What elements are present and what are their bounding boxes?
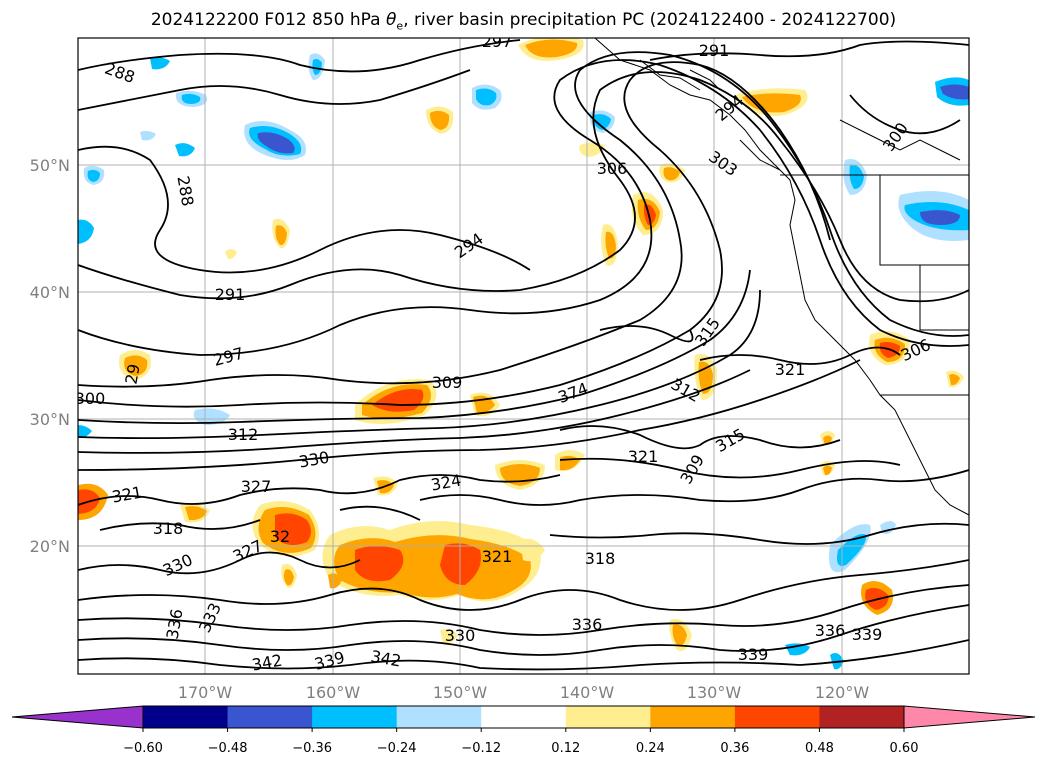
colorbar-swatch (819, 706, 905, 728)
lat-tick-label: 30°N (30, 410, 70, 429)
colorbar-tick-label: −0.12 (461, 741, 501, 756)
colorbar-swatch (396, 706, 482, 728)
contour-label: 300 (75, 389, 106, 408)
contour-label: 312 (228, 425, 259, 444)
contour-label: 339 (852, 625, 883, 644)
lat-axis: 50°N 40°N 30°N 20°N (30, 156, 70, 556)
colorbar-tick-label: 0.12 (551, 741, 580, 756)
contour-label: 336 (572, 615, 603, 634)
colorbar-ticks: −0.60 −0.48 −0.36 −0.24 −0.12 0.12 0.24 0.36 0.4… (123, 728, 918, 756)
colorbar-swatch (650, 706, 736, 728)
contour-label: 291 (215, 285, 246, 304)
map-plot-area: 297 291 288 288 306 303 294 294 300 291 … (75, 32, 969, 675)
map-title: 2024122200 F012 850 hPa θe, river basin … (150, 10, 897, 33)
colorbar: −0.60 −0.48 −0.36 −0.24 −0.12 0.12 0.24 0.36 0.4… (11, 705, 1036, 756)
contour-label: 327 (241, 477, 272, 496)
lat-tick-label: 40°N (30, 283, 70, 302)
colorbar-min-extend (12, 706, 143, 728)
contour-label: 29 (121, 362, 143, 385)
contour-label: 306 (597, 159, 628, 178)
contour-label: 336 (815, 621, 846, 640)
contour-label: 309 (432, 373, 463, 392)
colorbar-tick-label: 0.60 (890, 741, 919, 756)
contour-label: 32 (270, 527, 290, 546)
colorbar-tick-label: 0.48 (805, 741, 834, 756)
map-frame (77, 37, 970, 675)
contour-label: 321 (628, 447, 659, 466)
colorbar-swatch (312, 706, 398, 728)
contour-label: 321 (775, 360, 806, 379)
colorbar-tick-label: −0.48 (208, 741, 248, 756)
theta-e-contours (78, 39, 969, 671)
colorbar-swatch (565, 706, 651, 728)
lat-tick-label: 50°N (30, 156, 70, 175)
colorbar-swatch (227, 706, 313, 728)
lon-axis: 170°W 160°W 150°W 140°W 130°W 120°W (178, 683, 870, 702)
contour-label: 318 (153, 519, 184, 538)
colorbar-max-extend (904, 706, 1035, 728)
lon-tick-label: 160°W (306, 683, 361, 702)
coastlines (594, 38, 969, 516)
colorbar-tick-label: −0.60 (123, 741, 163, 756)
contour-label: 339 (738, 645, 769, 664)
contour-label: 291 (699, 41, 730, 60)
colorbar-tick-label: 0.36 (720, 741, 749, 756)
lat-tick-label: 20°N (30, 537, 70, 556)
lon-tick-label: 150°W (433, 683, 488, 702)
graticule (78, 38, 969, 674)
negative-anomaly-blobs (78, 53, 969, 670)
lon-tick-label: 120°W (815, 683, 870, 702)
colorbar-max-extend-outline (903, 705, 1036, 729)
colorbar-tick-label: −0.36 (292, 741, 332, 756)
colorbar-tick-label: −0.24 (377, 741, 417, 756)
colorbar-swatch (481, 706, 567, 728)
contour-label: 342 (250, 651, 283, 675)
contour-label: 330 (445, 626, 476, 645)
contour-label: 321 (482, 547, 513, 566)
colorbar-swatch (143, 706, 229, 728)
contour-label: 297 (482, 32, 513, 51)
lon-tick-label: 140°W (560, 683, 615, 702)
lon-tick-label: 130°W (687, 683, 742, 702)
contour-label: 318 (585, 549, 616, 568)
lon-tick-label: 170°W (178, 683, 233, 702)
colorbar-swatch (734, 706, 820, 728)
colorbar-tick-label: 0.24 (636, 741, 665, 756)
colorbar-swatches (12, 706, 1035, 728)
